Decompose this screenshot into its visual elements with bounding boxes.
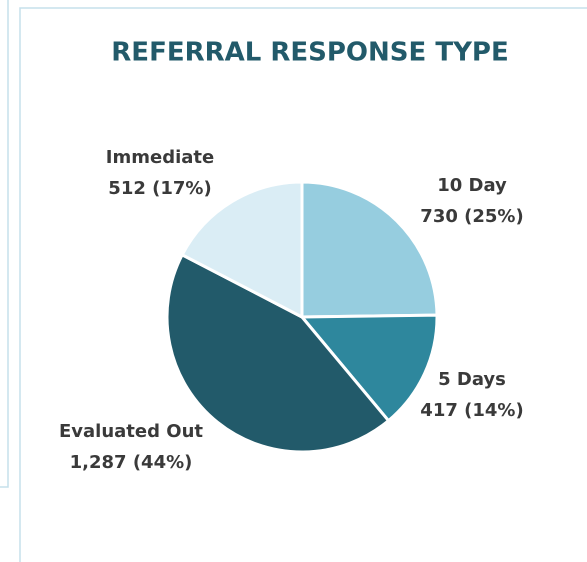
card-border	[19, 7, 587, 562]
slice-value-label: 512 (17%)	[108, 178, 211, 199]
slice-value-label: 417 (14%)	[420, 400, 523, 421]
slice-label: 5 Days	[438, 369, 506, 390]
pie-slice	[300, 180, 439, 319]
pie-slice	[165, 252, 391, 454]
chart-title: REFERRAL RESPONSE TYPE	[111, 38, 508, 68]
slice-value-label: 1,287 (44%)	[70, 452, 193, 473]
pie-slice	[298, 313, 439, 423]
slice-label: 10 Day	[437, 175, 507, 196]
left-panel-border	[0, 0, 9, 488]
slice-label: Evaluated Out	[59, 421, 203, 442]
slice-value-label: 730 (25%)	[420, 206, 523, 227]
pie-slice	[180, 180, 304, 320]
slice-label: Immediate	[106, 147, 214, 168]
